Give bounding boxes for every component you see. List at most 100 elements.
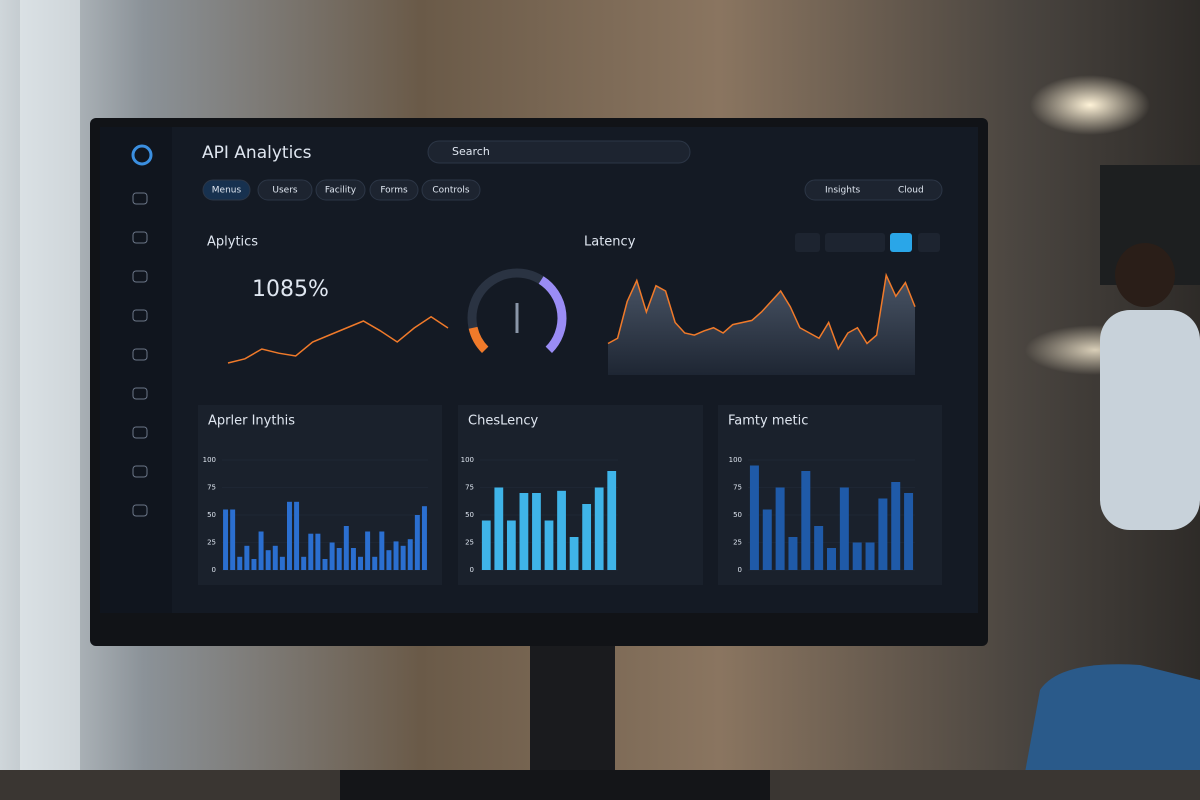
bar [421, 506, 427, 570]
bar [308, 533, 314, 570]
bar [279, 556, 285, 570]
tab-label[interactable]: Menus [212, 186, 242, 196]
sidebar [100, 127, 172, 613]
tab[interactable] [421, 179, 481, 201]
sidebar-icon[interactable] [132, 270, 148, 283]
bar [358, 556, 364, 570]
bar [775, 487, 785, 570]
chair [1020, 664, 1200, 800]
bar [506, 520, 516, 570]
person [1100, 310, 1200, 530]
search-placeholder: Search [452, 145, 490, 158]
tab-label[interactable]: Users [272, 186, 298, 196]
tab[interactable] [369, 179, 419, 201]
panel-title: Latency [584, 235, 636, 250]
panel-title: Aplytics [207, 235, 258, 250]
tab[interactable] [202, 179, 251, 201]
bar [814, 526, 824, 570]
bar [891, 482, 901, 570]
bar [265, 550, 271, 570]
tab-label[interactable]: Facility [325, 186, 357, 196]
y-tick-label: 50 [207, 511, 216, 519]
bar [379, 531, 385, 570]
sidebar-icon[interactable] [132, 504, 148, 517]
gauge-start [468, 326, 489, 354]
sidebar-icon[interactable] [132, 426, 148, 439]
y-tick-label: 25 [733, 539, 742, 547]
button[interactable] [890, 233, 912, 252]
toolbar-item[interactable]: Insights [825, 186, 860, 196]
bar [569, 537, 579, 570]
panel-title: Aprler Inythis [208, 414, 295, 429]
bar [749, 465, 759, 570]
toolbar-item[interactable]: Cloud [898, 186, 924, 196]
sidebar-icon[interactable] [132, 465, 148, 478]
tab-label[interactable]: Controls [432, 186, 470, 196]
bar [607, 471, 617, 570]
sidebar-icon[interactable] [132, 231, 148, 244]
bar [839, 487, 849, 570]
lamp [1030, 75, 1150, 135]
y-tick-label: 50 [733, 511, 742, 519]
bar [301, 556, 307, 570]
search-box[interactable] [427, 140, 691, 164]
bar [251, 559, 257, 570]
button[interactable] [825, 233, 885, 252]
area-line [607, 272, 916, 351]
bar [315, 533, 321, 570]
y-tick-label: 100 [203, 456, 216, 464]
bar [329, 542, 335, 570]
sidebar-icon[interactable] [132, 192, 148, 205]
y-tick-label: 75 [207, 484, 216, 492]
bar [481, 520, 491, 570]
bar [827, 548, 836, 570]
tab[interactable] [315, 179, 366, 201]
toolbar-pill[interactable] [804, 179, 943, 201]
bar [336, 548, 342, 570]
monitor-base [340, 770, 770, 800]
sidebar-icon[interactable] [132, 309, 148, 322]
tab-label[interactable]: Forms [380, 186, 408, 196]
line [227, 315, 449, 364]
bar [372, 556, 378, 570]
bar [557, 490, 566, 570]
bar [237, 556, 243, 570]
bar [322, 559, 328, 570]
button[interactable] [795, 233, 820, 252]
y-tick-label: 100 [461, 456, 474, 464]
y-tick-label: 25 [207, 539, 216, 547]
bar [519, 493, 529, 570]
bar [365, 531, 371, 570]
bar [878, 498, 888, 570]
person-head [1115, 243, 1175, 307]
panel-title: ChesLency [468, 414, 538, 429]
gauge-value [538, 276, 567, 353]
bar [223, 509, 229, 570]
bar [852, 542, 862, 570]
y-tick-label: 75 [733, 484, 742, 492]
bar [286, 501, 292, 570]
y-tick-label: 100 [729, 456, 742, 464]
sidebar-icon[interactable] [132, 387, 148, 400]
bar [386, 550, 392, 570]
monitor-stand [530, 640, 615, 780]
button[interactable] [918, 233, 940, 252]
bar [393, 541, 399, 570]
window [20, 0, 80, 800]
bar [904, 493, 914, 570]
bar [801, 471, 811, 570]
logo [131, 144, 153, 166]
bar [343, 526, 349, 570]
tab[interactable] [257, 179, 313, 201]
y-tick-label: 50 [465, 511, 474, 519]
sidebar-icon[interactable] [132, 348, 148, 361]
y-tick-label: 0 [212, 566, 216, 574]
bar [788, 537, 798, 570]
bar [532, 493, 541, 570]
bar [350, 548, 356, 570]
y-tick-label: 25 [465, 539, 474, 547]
panel-title: Famty metic [728, 414, 808, 429]
bar [594, 487, 604, 570]
gauge-needle [515, 303, 519, 333]
